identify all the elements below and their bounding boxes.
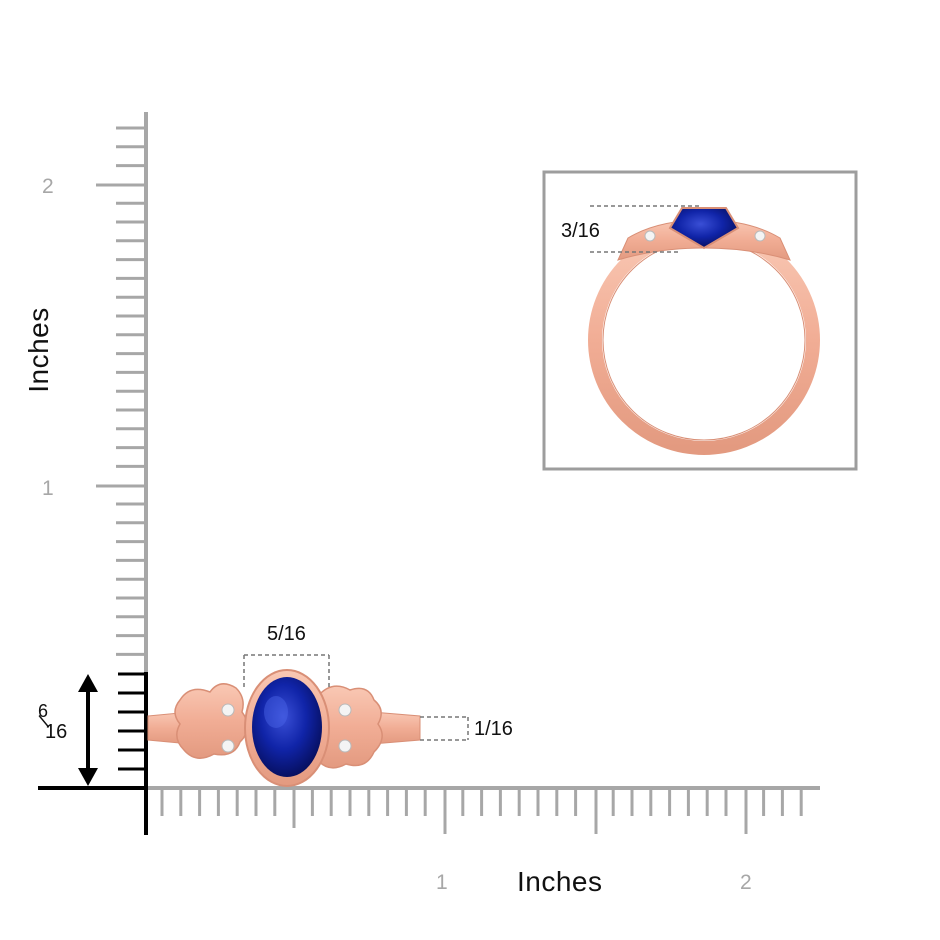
- side-height-bracket: [590, 205, 700, 253]
- gem-width-label: 5/16: [267, 623, 306, 645]
- y-tick-label: 1: [42, 477, 54, 500]
- side-view-frame: [542, 170, 858, 471]
- side-diamond: [221, 703, 235, 717]
- gem-width-bracket: [243, 654, 330, 690]
- band-width-label: 1/16: [474, 718, 513, 740]
- x-tick-label: 2: [740, 871, 752, 894]
- total-height-denominator: 16: [45, 721, 68, 743]
- side-diamond: [754, 230, 766, 242]
- side-diamond: [221, 739, 235, 753]
- horizontal-ruler: [146, 786, 820, 834]
- side-diamond: [338, 739, 352, 753]
- side-diamond: [338, 703, 352, 717]
- x-tick-label: 1: [436, 871, 448, 894]
- ring-side-view: [588, 207, 820, 455]
- x-axis-title: Inches: [517, 866, 603, 897]
- vertical-ruler: [96, 126, 146, 656]
- sapphire-stone: [252, 677, 322, 777]
- band-width-bracket: [420, 716, 469, 741]
- y-axis-title: Inches: [22, 307, 54, 393]
- height-arrow: [78, 674, 98, 786]
- ring-top-view: [147, 669, 421, 787]
- height-ticks: [118, 672, 146, 771]
- side-height-label: 3/16: [561, 220, 600, 242]
- side-diamond: [644, 230, 656, 242]
- y-tick-label: 2: [42, 175, 54, 198]
- total-height-numerator: 6: [38, 701, 49, 721]
